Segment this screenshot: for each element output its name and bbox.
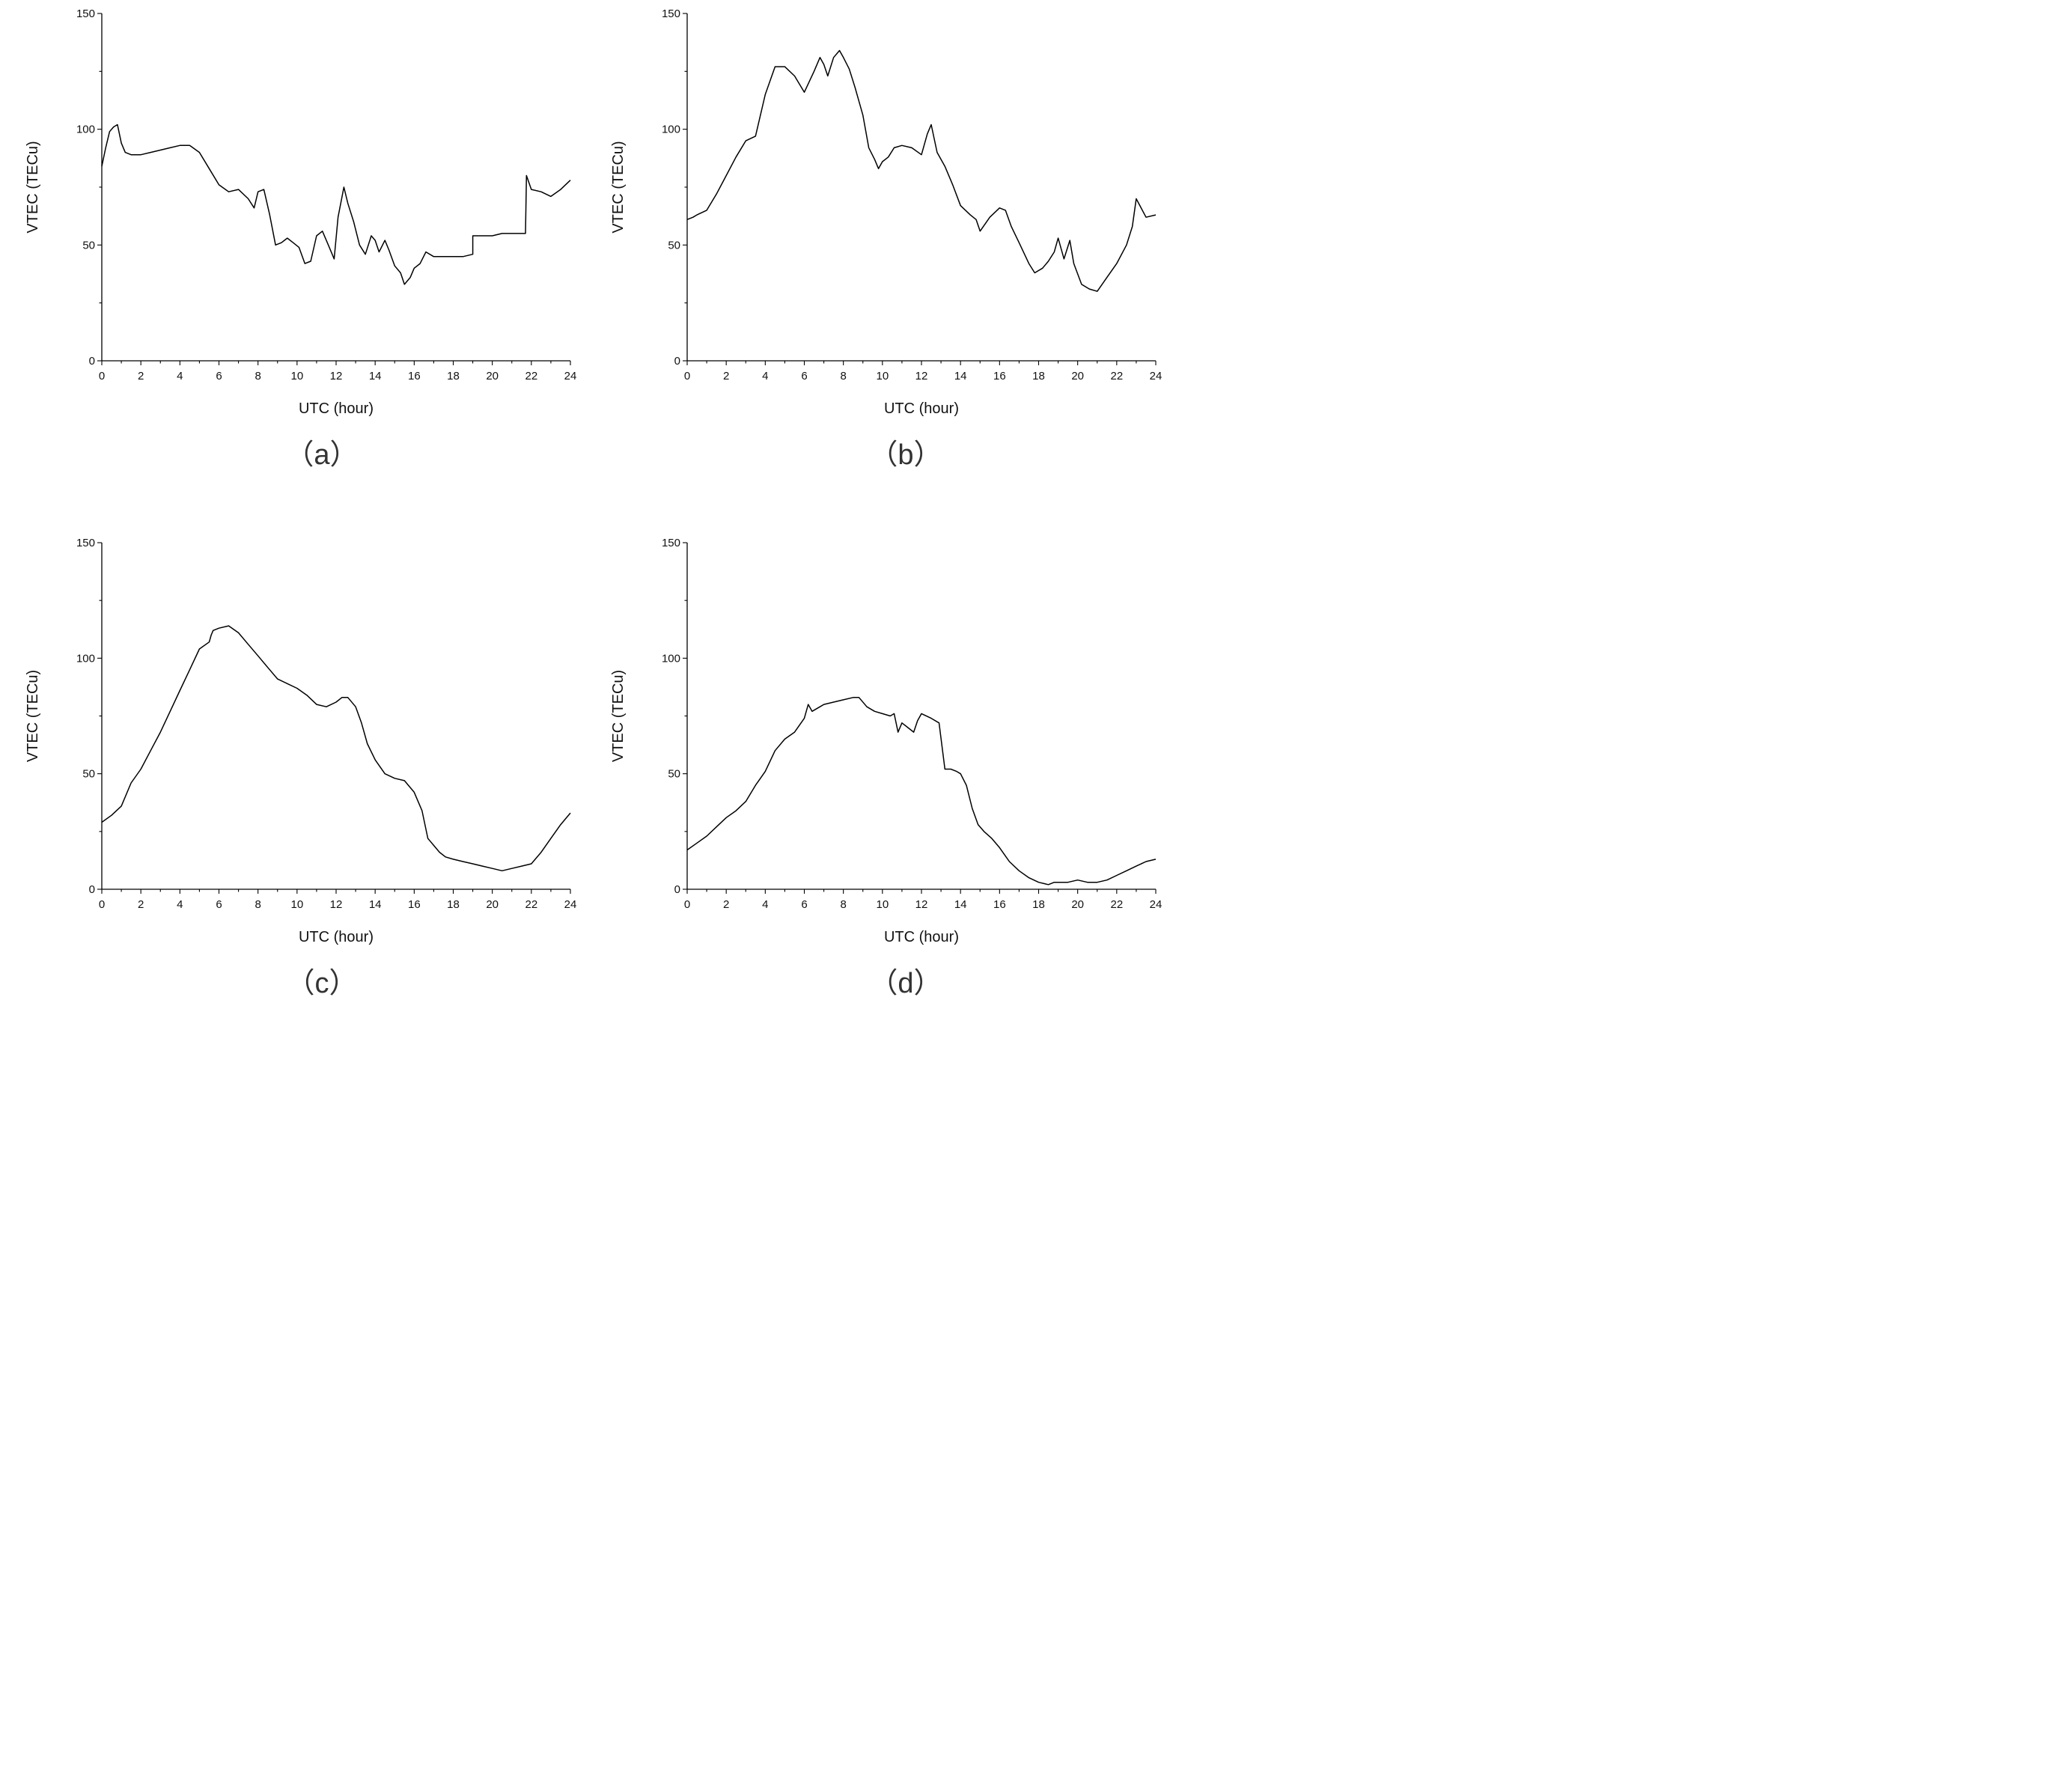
y-axis-title: VTEC (TECu) <box>610 141 627 233</box>
x-tick-label: 20 <box>1071 898 1084 911</box>
x-tick-label: 16 <box>993 370 1006 382</box>
x-tick-label: 18 <box>447 898 460 911</box>
x-tick-label: 6 <box>216 898 222 911</box>
x-axis-title: UTC (hour) <box>299 929 374 945</box>
x-tick-label: 16 <box>408 370 421 382</box>
y-tick-label: 100 <box>76 124 95 136</box>
x-tick-label: 10 <box>876 370 889 382</box>
x-tick-label: 4 <box>177 898 183 911</box>
x-tick-label: 0 <box>99 370 105 382</box>
y-tick-label: 150 <box>76 537 95 549</box>
panel-label: （a） <box>285 439 358 471</box>
y-tick-label: 0 <box>674 355 680 368</box>
panel-label: （b） <box>869 439 942 471</box>
x-tick-label: 8 <box>255 898 260 911</box>
x-tick-label: 20 <box>1071 370 1084 382</box>
y-tick-label: 0 <box>89 883 95 896</box>
x-tick-label: 2 <box>138 898 144 911</box>
y-axis-title: VTEC (TECu) <box>25 670 41 762</box>
x-tick-label: 2 <box>138 370 144 382</box>
y-tick-label: 0 <box>89 355 95 368</box>
x-tick-label: 20 <box>486 898 499 911</box>
x-tick-label: 4 <box>762 898 768 911</box>
x-tick-label: 0 <box>99 898 105 911</box>
x-tick-label: 10 <box>290 898 303 911</box>
x-tick-label: 8 <box>840 370 846 382</box>
x-tick-label: 10 <box>876 898 889 911</box>
y-tick-label: 50 <box>668 239 680 252</box>
x-tick-label: 6 <box>801 898 807 911</box>
y-tick-label: 150 <box>76 7 95 20</box>
x-tick-label: 16 <box>408 898 421 911</box>
y-axis-title: VTEC (TECu) <box>610 670 627 762</box>
x-axis-title: UTC (hour) <box>884 400 959 417</box>
x-tick-label: 24 <box>564 898 577 911</box>
x-tick-label: 6 <box>801 370 807 382</box>
y-axis-title: VTEC (TECu) <box>25 141 41 233</box>
vtec-series-line <box>101 625 571 872</box>
x-tick-label: 18 <box>1032 898 1045 911</box>
x-tick-label: 22 <box>525 898 537 911</box>
x-tick-label: 6 <box>216 370 222 382</box>
x-tick-label: 24 <box>1150 898 1163 911</box>
vtec-series-line <box>101 124 571 285</box>
x-tick-label: 14 <box>369 898 382 911</box>
y-tick-label: 50 <box>82 768 95 781</box>
x-tick-label: 8 <box>840 898 846 911</box>
x-tick-label: 4 <box>762 370 768 382</box>
y-tick-label: 150 <box>662 7 680 20</box>
x-tick-label: 2 <box>723 898 729 911</box>
y-tick-label: 100 <box>76 652 95 665</box>
x-tick-label: 16 <box>993 898 1006 911</box>
y-tick-label: 0 <box>674 883 680 896</box>
x-axis-title: UTC (hour) <box>299 400 374 417</box>
y-tick-label: 50 <box>82 239 95 252</box>
panel-label: （d） <box>869 968 942 999</box>
x-tick-label: 24 <box>564 370 577 382</box>
x-tick-label: 20 <box>486 370 499 382</box>
x-axis-title: UTC (hour) <box>884 929 959 945</box>
x-tick-label: 14 <box>954 370 967 382</box>
x-tick-label: 22 <box>525 370 537 382</box>
panel-label: （c） <box>286 968 357 999</box>
x-tick-label: 0 <box>684 898 690 911</box>
x-tick-label: 18 <box>447 370 460 382</box>
x-tick-label: 24 <box>1150 370 1163 382</box>
x-tick-label: 18 <box>1032 370 1045 382</box>
y-tick-label: 100 <box>662 124 680 136</box>
vtec-series-line <box>686 49 1157 292</box>
x-tick-label: 22 <box>1110 898 1123 911</box>
x-tick-label: 2 <box>723 370 729 382</box>
x-tick-label: 12 <box>330 370 343 382</box>
x-tick-label: 14 <box>954 898 967 911</box>
x-tick-label: 14 <box>369 370 382 382</box>
y-tick-label: 150 <box>662 537 680 549</box>
x-tick-label: 22 <box>1110 370 1123 382</box>
x-tick-label: 4 <box>177 370 183 382</box>
x-tick-label: 0 <box>684 370 690 382</box>
y-tick-label: 50 <box>668 768 680 781</box>
x-tick-label: 12 <box>330 898 343 911</box>
x-tick-label: 10 <box>290 370 303 382</box>
x-tick-label: 12 <box>915 898 928 911</box>
y-tick-label: 100 <box>662 652 680 665</box>
x-tick-label: 12 <box>915 370 928 382</box>
vtec-series-line <box>686 697 1157 886</box>
x-tick-label: 8 <box>255 370 260 382</box>
